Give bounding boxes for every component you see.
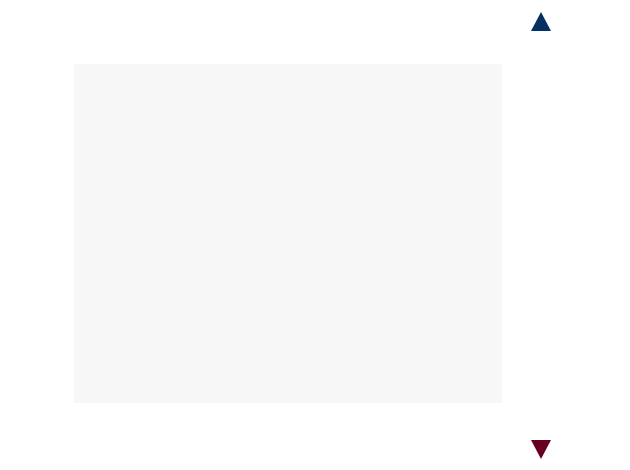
colorbar-extend-max-arrow (531, 12, 551, 31)
colorbar-gradient (531, 31, 552, 440)
plot-area (74, 64, 502, 403)
colorbar-extend-min-arrow (531, 440, 551, 459)
field-heatmap (74, 64, 502, 403)
